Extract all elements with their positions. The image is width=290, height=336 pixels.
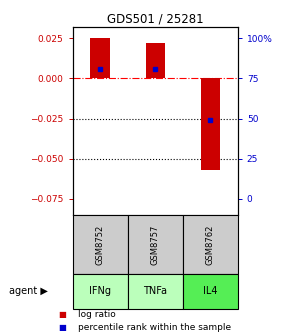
Text: IL4: IL4 (203, 287, 218, 296)
Bar (72, 274, 128, 309)
Bar (183, 274, 238, 309)
Text: agent ▶: agent ▶ (9, 287, 48, 296)
Text: ■: ■ (58, 323, 66, 332)
Bar (128, 215, 183, 274)
Text: log ratio: log ratio (78, 310, 116, 319)
Title: GDS501 / 25281: GDS501 / 25281 (107, 13, 204, 26)
Text: TNFa: TNFa (143, 287, 167, 296)
Text: GSM8752: GSM8752 (95, 224, 105, 264)
Bar (146, 43, 165, 78)
Bar (128, 274, 183, 309)
Text: GSM8757: GSM8757 (151, 224, 160, 265)
Text: percentile rank within the sample: percentile rank within the sample (78, 323, 231, 332)
Text: IFNg: IFNg (89, 287, 111, 296)
Bar (183, 215, 238, 274)
Bar (201, 78, 220, 170)
Text: ■: ■ (58, 310, 66, 319)
Bar (72, 215, 128, 274)
Bar (90, 38, 110, 78)
Text: GSM8762: GSM8762 (206, 224, 215, 265)
